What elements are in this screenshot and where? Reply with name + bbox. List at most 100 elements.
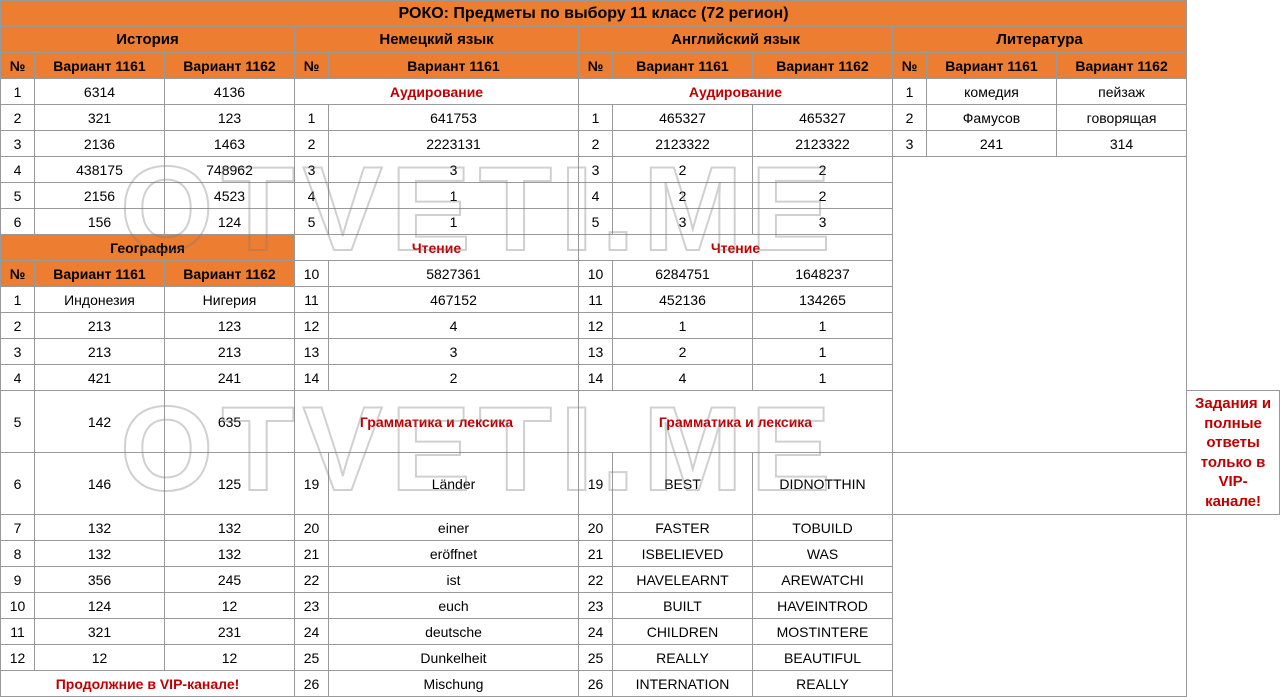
- cell: 2123322: [753, 131, 893, 157]
- cell: 13: [295, 339, 329, 365]
- cell: 1: [329, 183, 579, 209]
- col-v1162: Вариант 1162: [753, 53, 893, 79]
- cell: 3: [893, 131, 927, 157]
- cell: 465327: [613, 105, 753, 131]
- cell: 6314: [35, 79, 165, 105]
- cell: 465327: [753, 105, 893, 131]
- cell: 321: [35, 619, 165, 645]
- cell: 23: [579, 593, 613, 619]
- cell: 2: [753, 183, 893, 209]
- cell: 25: [579, 645, 613, 671]
- cell: 2: [613, 183, 753, 209]
- cell: 12: [295, 313, 329, 339]
- cell: 12: [1, 645, 35, 671]
- cell: ISBELIEVED: [613, 541, 753, 567]
- subject-english: Английский язык: [579, 27, 893, 53]
- cell: 124: [35, 593, 165, 619]
- cell: 748962: [165, 157, 295, 183]
- cell: 213: [165, 339, 295, 365]
- cell: euch: [329, 593, 579, 619]
- cell: 11: [579, 287, 613, 313]
- cell: HAVELEARNT: [613, 567, 753, 593]
- cell: 24: [295, 619, 329, 645]
- section-listening: Аудирование: [579, 79, 893, 105]
- cell: 3: [329, 157, 579, 183]
- vip-note-side: Задания и полные ответы только в VIP-кан…: [1187, 391, 1280, 515]
- cell: 3: [579, 157, 613, 183]
- cell: 1: [613, 313, 753, 339]
- section-grammar: Грамматика и лексика: [579, 391, 893, 453]
- table-row: 2 321 123 1 641753 1 465327 465327 2 Фам…: [1, 105, 1280, 131]
- subject-history: История: [1, 27, 295, 53]
- cell: TOBUILD: [753, 515, 893, 541]
- cell: 8: [1, 541, 35, 567]
- cell: 7: [1, 515, 35, 541]
- page-title: РОКО: Предметы по выбору 11 класс (72 ре…: [1, 1, 1187, 27]
- cell: 156: [35, 209, 165, 235]
- col-v1161: Вариант 1161: [329, 53, 579, 79]
- cell: 1648237: [753, 261, 893, 287]
- cell: 2223131: [329, 131, 579, 157]
- col-v1161: Вариант 1161: [35, 53, 165, 79]
- cell: DIDNOTTHIN: [753, 453, 893, 515]
- cell: 1463: [165, 131, 295, 157]
- cell: 3: [1, 339, 35, 365]
- cell: 19: [295, 453, 329, 515]
- cell: Фамусов: [927, 105, 1057, 131]
- cell: 1: [753, 313, 893, 339]
- cell: 4523: [165, 183, 295, 209]
- subject-geography: География: [1, 235, 295, 261]
- cell: AREWATCHI: [753, 567, 893, 593]
- cell: Индонезия: [35, 287, 165, 313]
- col-v1162: Вариант 1162: [165, 261, 295, 287]
- col-num: №: [295, 53, 329, 79]
- col-num: №: [893, 53, 927, 79]
- cell: FASTER: [613, 515, 753, 541]
- cell: einer: [329, 515, 579, 541]
- cell: 3: [613, 209, 753, 235]
- cell: 20: [295, 515, 329, 541]
- cell: 14: [295, 365, 329, 391]
- col-num: №: [1, 261, 35, 287]
- cell: 314: [1057, 131, 1187, 157]
- cell: 19: [579, 453, 613, 515]
- section-listening: Аудирование: [295, 79, 579, 105]
- cell: 4: [329, 313, 579, 339]
- cell: 241: [927, 131, 1057, 157]
- cell: 4136: [165, 79, 295, 105]
- cell: BEST: [613, 453, 753, 515]
- cell: 1: [753, 339, 893, 365]
- table-row: 7 132 132 20 einer 20 FASTER TOBUILD: [1, 515, 1280, 541]
- cell: 124: [165, 209, 295, 235]
- column-header-row: № Вариант 1161 Вариант 1162 № Вариант 11…: [1, 53, 1280, 79]
- cell: 11: [1, 619, 35, 645]
- cell: 4: [579, 183, 613, 209]
- cell: 21: [295, 541, 329, 567]
- cell: 12: [579, 313, 613, 339]
- table-row: 6 146 125 19 Länder 19 BEST DIDNOTTHIN: [1, 453, 1280, 515]
- cell: CHILDREN: [613, 619, 753, 645]
- cell: 11: [295, 287, 329, 313]
- cell: 3: [1, 131, 35, 157]
- cell: 6: [1, 209, 35, 235]
- cell: 6: [1, 453, 35, 515]
- cell: 231: [165, 619, 295, 645]
- cell: 125: [165, 453, 295, 515]
- cell: 3: [329, 339, 579, 365]
- col-v1162: Вариант 1162: [1057, 53, 1187, 79]
- cell: 12: [35, 645, 165, 671]
- col-num: №: [1, 53, 35, 79]
- cell: 4: [1, 365, 35, 391]
- cell: 132: [165, 515, 295, 541]
- cell: 25: [295, 645, 329, 671]
- cell: 142: [35, 391, 165, 453]
- cell: 132: [165, 541, 295, 567]
- col-v1161: Вариант 1161: [927, 53, 1057, 79]
- cell: говорящая: [1057, 105, 1187, 131]
- cell: deutsche: [329, 619, 579, 645]
- cell: 1: [893, 79, 927, 105]
- subject-header-row: История Немецкий язык Английский язык Ли…: [1, 27, 1280, 53]
- cell: 10: [579, 261, 613, 287]
- cell: 2: [613, 157, 753, 183]
- cell: 22: [579, 567, 613, 593]
